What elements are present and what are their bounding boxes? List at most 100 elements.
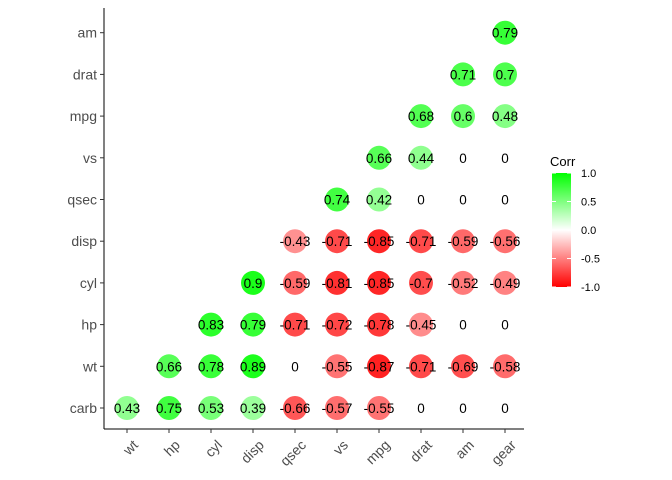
cell-label-hp-drat: -0.45 [406, 318, 437, 333]
cell-label-vs-mpg: 0.66 [366, 151, 392, 166]
cell-label-am-gear: 0.79 [492, 26, 518, 41]
cell-label-wt-qsec: 0 [291, 359, 299, 374]
legend-colorbar [552, 173, 571, 287]
cell-circle-cyl-drat [409, 270, 433, 295]
cell-label-cyl-gear: -0.49 [490, 276, 521, 291]
cell-circle-hp-vs [325, 312, 349, 337]
cell-circle-cyl-disp [241, 270, 265, 295]
cell-label-carb-drat: 0 [417, 401, 425, 416]
y-tick-label-carb: carb [70, 400, 97, 416]
cell-label-wt-am: -0.69 [448, 359, 479, 374]
cell-circle-mpg-am [451, 104, 475, 129]
cell-circle-vs-mpg [367, 145, 391, 170]
y-tick-label-mpg: mpg [70, 108, 97, 124]
cell-circle-drat-gear [493, 62, 517, 87]
cell-circle-am-gear [493, 20, 517, 45]
x-tick-label-qsec: qsec [277, 437, 309, 469]
cell-labels-layer: 0.43 0.75 0.53 0.39 -0.66 -0.57 -0.55 0 0 0 0.66 0.… [114, 26, 521, 416]
legend: Corr 1.0 0.5 0.0 -0.5 -1.0 [550, 154, 600, 294]
cell-label-qsec-mpg: 0.42 [366, 193, 392, 208]
cell-label-carb-hp: 0.75 [156, 401, 182, 416]
cell-label-hp-am: 0 [459, 318, 467, 333]
y-axis: carb wt hp cyl disp qsec vs mpg drat am [67, 25, 104, 416]
cell-circle-wt-am [451, 354, 475, 379]
cell-label-carb-disp: 0.39 [240, 401, 266, 416]
x-tick-label-wt: wt [119, 437, 141, 459]
cell-label-qsec-vs: 0.74 [324, 193, 351, 208]
cell-circle-wt-cyl [199, 354, 223, 379]
cell-circle-carb-hp [157, 396, 181, 420]
legend-title: Corr [550, 154, 576, 169]
cell-circle-wt-hp [157, 354, 181, 379]
cell-label-cyl-vs: -0.81 [322, 276, 353, 291]
legend-tick-label-3: -0.5 [581, 254, 600, 266]
cell-label-cyl-am: -0.52 [448, 276, 479, 291]
x-axis: wt hp cyl disp qsec vs mpg drat am gear [119, 429, 519, 469]
cell-circle-hp-qsec [283, 312, 307, 337]
cell-circle-drat-am [451, 62, 475, 87]
y-tick-label-drat: drat [73, 66, 97, 82]
cell-label-wt-mpg: -0.87 [364, 359, 395, 374]
cell-label-qsec-gear: 0 [501, 193, 509, 208]
x-tick-label-disp: disp [238, 437, 268, 467]
cell-label-qsec-am: 0 [459, 193, 467, 208]
cells-layer [115, 20, 517, 420]
y-tick-label-vs: vs [83, 150, 97, 166]
cell-label-vs-am: 0 [459, 151, 467, 166]
cell-circle-disp-vs [325, 229, 349, 254]
y-tick-label-wt: wt [82, 358, 97, 374]
cell-circle-qsec-mpg [367, 187, 391, 212]
cell-label-disp-am: -0.59 [448, 234, 479, 249]
x-tick-label-mpg: mpg [362, 437, 393, 468]
cell-label-wt-disp: 0.89 [240, 359, 266, 374]
cell-circle-cyl-mpg [367, 270, 391, 295]
x-tick-label-am: am [452, 437, 477, 462]
cell-label-vs-gear: 0 [501, 151, 509, 166]
cell-label-disp-gear: -0.56 [490, 234, 521, 249]
cell-label-hp-mpg: -0.78 [364, 318, 395, 333]
cell-label-disp-vs: -0.71 [322, 234, 353, 249]
cell-label-hp-disp: 0.79 [240, 318, 266, 333]
x-tick-label-drat: drat [407, 437, 435, 465]
cell-label-wt-cyl: 0.78 [198, 359, 224, 374]
cell-label-hp-vs: -0.72 [322, 318, 353, 333]
cell-circle-hp-drat [409, 312, 433, 337]
cell-label-drat-am: 0.71 [450, 67, 476, 82]
cell-circle-qsec-vs [325, 187, 349, 212]
cell-label-cyl-drat: -0.7 [409, 276, 432, 291]
cell-label-qsec-drat: 0 [417, 193, 425, 208]
cell-circle-carb-vs [325, 396, 349, 420]
cell-circle-disp-gear [493, 229, 517, 254]
cell-circle-carb-disp [241, 396, 265, 420]
y-tick-label-qsec: qsec [67, 192, 97, 208]
cell-circle-hp-disp [241, 312, 265, 337]
cell-circle-hp-mpg [367, 312, 391, 337]
cell-label-cyl-disp: 0.9 [244, 276, 263, 291]
x-tick-label-cyl: cyl [202, 437, 225, 460]
cell-label-mpg-gear: 0.48 [492, 109, 518, 124]
cell-circle-carb-wt [115, 396, 139, 420]
legend-tick-label-2: 0.0 [581, 225, 596, 237]
cell-circle-disp-drat [409, 229, 433, 254]
cell-circle-wt-gear [493, 354, 517, 379]
legend-tick-label-1: 0.5 [581, 197, 596, 209]
cell-circle-wt-drat [409, 354, 433, 379]
y-tick-label-disp: disp [71, 233, 97, 249]
cell-circle-mpg-drat [409, 104, 433, 129]
cell-label-wt-hp: 0.66 [156, 359, 182, 374]
cell-label-hp-cyl: 0.83 [198, 318, 224, 333]
cell-label-carb-gear: 0 [501, 401, 509, 416]
cell-label-carb-wt: 0.43 [114, 401, 140, 416]
cell-label-hp-gear: 0 [501, 318, 509, 333]
cell-label-cyl-mpg: -0.85 [364, 276, 395, 291]
cell-label-wt-drat: -0.71 [406, 359, 437, 374]
cell-circle-cyl-vs [325, 270, 349, 295]
cell-label-carb-am: 0 [459, 401, 467, 416]
cell-label-wt-vs: -0.55 [322, 359, 353, 374]
cell-circle-cyl-gear [493, 270, 517, 295]
cell-label-vs-drat: 0.44 [408, 151, 435, 166]
cell-circle-mpg-gear [493, 104, 517, 129]
legend-tick-label-4: -1.0 [581, 282, 600, 294]
cell-circle-wt-mpg [367, 354, 391, 379]
